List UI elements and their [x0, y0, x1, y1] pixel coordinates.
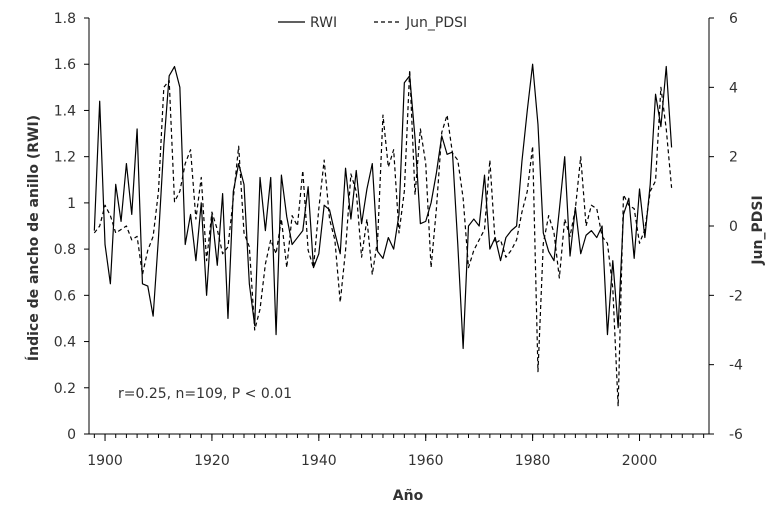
- y-axis-title: Índice de ancho de anillo (RWI): [25, 115, 42, 361]
- y2-tick-label: 6: [729, 11, 738, 27]
- axes-layer: [84, 17, 714, 441]
- series-line-jun-pdsi: [93, 69, 673, 407]
- x-tick-label: 1920: [194, 453, 230, 469]
- y-tick-label: 0.8: [54, 242, 76, 258]
- y-tick-label: 0.2: [54, 381, 76, 397]
- y-tick-label: 1.2: [54, 150, 76, 166]
- y2-tick-label: -4: [729, 358, 743, 374]
- y-tick-label: 1.6: [54, 57, 76, 73]
- labels-layer: 0 0.2 0.4 0.6 0.8 1 1.2 1.4 1.6 1.8 6 4 2 0 -2 -4 -6 1900…: [54, 11, 743, 469]
- legend-pdsi-label: Jun_PDSI: [405, 15, 467, 31]
- y2-axis-title: Jun_PDSI: [750, 195, 766, 265]
- x-tick-label: 1900: [87, 453, 123, 469]
- stats-annotation: r=0.25, n=109, P < 0.01: [118, 386, 292, 402]
- y-tick-label: 1.8: [54, 11, 76, 27]
- y2-tick-label: 4: [729, 80, 738, 96]
- x-tick-label: 1980: [515, 453, 551, 469]
- x-tick-label: 1960: [408, 453, 444, 469]
- x-tick-label: 2000: [622, 453, 658, 469]
- y2-tick-label: -6: [729, 427, 743, 443]
- x-axis-title: Año: [393, 488, 424, 504]
- y-tick-label: 0: [67, 427, 76, 443]
- y2-tick-label: 0: [729, 219, 738, 235]
- series-layer: [93, 63, 673, 407]
- legend-rwi-label: RWI: [310, 15, 337, 31]
- y-tick-label: 0.4: [54, 335, 76, 351]
- y2-tick-label: 2: [729, 150, 738, 166]
- legend: RWI Jun_PDSI: [278, 15, 467, 31]
- y-tick-label: 1.4: [54, 103, 76, 119]
- y2-tick-label: -2: [729, 288, 743, 304]
- y-tick-label: 1: [67, 196, 76, 212]
- y-tick-label: 0.6: [54, 288, 76, 304]
- x-tick-label: 1940: [301, 453, 337, 469]
- series-line-rwi: [93, 63, 673, 350]
